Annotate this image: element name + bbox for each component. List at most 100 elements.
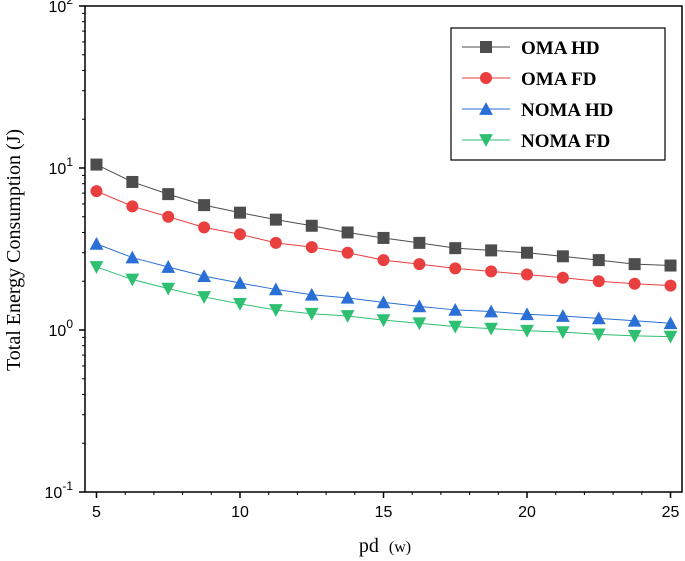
data-point (268, 282, 283, 296)
y-tick-label: 10-1 (45, 479, 74, 502)
data-point (126, 175, 139, 188)
legend-label: NOMA FD (521, 131, 610, 152)
data-point (233, 228, 246, 241)
data-point (449, 242, 462, 255)
data-point (161, 282, 176, 296)
data-point (521, 246, 534, 259)
y-tick-base: 10 (49, 161, 67, 178)
data-point (269, 236, 282, 249)
data-point (627, 330, 642, 343)
legend-marker (479, 102, 493, 115)
data-point (233, 297, 247, 311)
x-axis-label: pd (359, 535, 379, 557)
data-point (125, 273, 140, 287)
data-point (377, 231, 390, 244)
data-point (484, 304, 499, 318)
data-point (592, 254, 605, 267)
data-point (162, 188, 175, 201)
data-point (161, 260, 176, 273)
data-point (664, 279, 677, 292)
data-point (376, 314, 391, 328)
y-tick-exponent: 1 (66, 155, 73, 169)
series-noma-fd (89, 261, 678, 344)
legend-label: OMA HD (521, 38, 600, 59)
data-point (340, 290, 355, 304)
data-point (198, 199, 211, 212)
data-point (520, 324, 534, 338)
series-oma-fd (90, 185, 677, 292)
data-point (198, 221, 211, 234)
x-tick-label: 10 (231, 504, 249, 521)
data-point (413, 236, 426, 249)
series-line (96, 164, 671, 267)
data-point (89, 237, 104, 250)
data-point (448, 303, 463, 316)
legend-marker (479, 134, 493, 147)
data-point (556, 250, 569, 263)
data-point (628, 258, 641, 271)
data-point (484, 322, 499, 336)
series-oma-hd (90, 158, 677, 272)
y-tick-label: 101 (49, 155, 74, 178)
data-point (89, 261, 104, 274)
data-point (520, 307, 534, 321)
legend: OMA HD OMA FD NOMA HD NOMA FD (450, 27, 666, 161)
y-tick-label: 100 (49, 317, 74, 340)
data-point (340, 310, 355, 323)
data-point (591, 311, 606, 325)
legend-label: NOMA HD (521, 100, 613, 121)
data-point (449, 262, 462, 275)
data-point (485, 244, 498, 257)
data-point (376, 295, 391, 309)
legend-marker (480, 72, 492, 84)
legend-item: OMA HD (462, 38, 600, 59)
data-point (413, 258, 426, 271)
legend-label: OMA FD (521, 69, 596, 90)
data-point (485, 265, 498, 278)
data-point (341, 246, 354, 259)
x-tick-label: 5 (92, 504, 101, 521)
series-noma-hd (89, 237, 678, 330)
series-layer (89, 158, 678, 344)
data-point (305, 241, 318, 254)
data-point (341, 226, 354, 239)
data-point (377, 254, 390, 267)
data-point (663, 316, 678, 330)
y-tick-exponent: 2 (66, 0, 73, 7)
data-point (663, 330, 678, 344)
data-point (126, 200, 139, 213)
x-tick-label: 25 (662, 504, 680, 521)
y-axis-title: Total Energy Consumption (J) (3, 129, 25, 371)
data-point (90, 158, 103, 171)
y-tick-exponent: 0 (66, 317, 73, 331)
data-point (305, 219, 318, 232)
data-point (412, 299, 427, 313)
data-point (448, 320, 463, 334)
x-tick-label: 15 (375, 504, 393, 521)
data-point (233, 276, 247, 289)
data-point (592, 275, 605, 288)
data-point (412, 317, 427, 331)
data-point (125, 250, 140, 264)
data-point (304, 307, 319, 321)
data-point (304, 287, 319, 301)
data-point (628, 277, 641, 290)
legend-item: NOMA FD (462, 131, 610, 152)
x-tick-label: 20 (518, 504, 536, 521)
y-tick-base: 10 (49, 323, 67, 340)
legend-marker (480, 41, 492, 53)
x-axis-unit: (w) (389, 539, 411, 556)
data-point (664, 259, 677, 272)
data-point (90, 185, 103, 198)
data-point (555, 309, 570, 322)
data-point (269, 213, 282, 226)
data-point (268, 304, 283, 317)
legend-item: OMA FD (462, 69, 596, 90)
data-point (233, 206, 246, 219)
data-point (521, 268, 534, 281)
x-axis-title: pd (w) (359, 535, 411, 557)
data-point (555, 326, 570, 340)
